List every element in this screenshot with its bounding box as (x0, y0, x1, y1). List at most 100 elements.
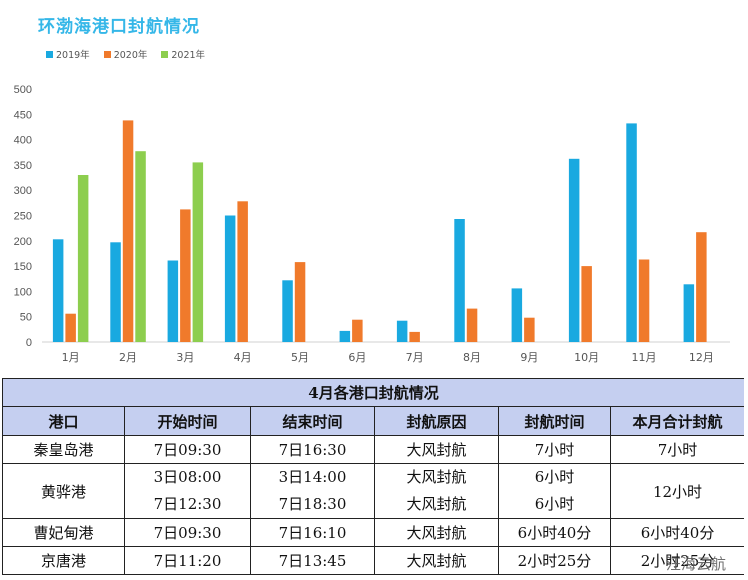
legend-label-2019: 2019年 (56, 50, 90, 61)
cell-reason: 大风封航 (374, 546, 499, 575)
cell-port: 京唐港 (2, 546, 125, 575)
x-tick-label: 6月 (348, 351, 366, 364)
bar-2020年-11月 (638, 259, 650, 342)
y-tick-label: 250 (14, 211, 32, 223)
header-end-time: 结束时间 (250, 406, 375, 436)
table-row: 京唐港 7日11:20 7日13:45 大风封航 2小时25分 2小时25分 (2, 546, 744, 575)
bar-2020年-6月 (352, 319, 363, 342)
chart-title: 环渤海港口封航情况 (38, 17, 200, 37)
header-reason: 封航原因 (374, 406, 499, 436)
cell-reason: 大风封航 (406, 495, 467, 513)
bar-2020年-5月 (294, 262, 306, 342)
cell-end: 7日18:30 (278, 495, 347, 513)
bar-2019年-9月 (511, 288, 523, 342)
x-tick-label: 12月 (689, 351, 714, 364)
x-tick-label: 2月 (119, 351, 137, 364)
cell-port: 黄骅港 (2, 463, 125, 519)
y-tick-label: 400 (14, 135, 32, 147)
bar-2020年-3月 (180, 209, 191, 342)
x-tick-label: 5月 (291, 351, 309, 364)
cell-reason: 大风封航 (374, 518, 499, 547)
cell-port: 曹妃甸港 (2, 518, 125, 547)
bar-2019年-7月 (396, 320, 408, 342)
bar-2020年-12月 (696, 232, 707, 342)
bar-2019年-11月 (626, 123, 637, 343)
cell-end: 7日16:10 (250, 518, 375, 547)
x-tick-label: 9月 (520, 351, 538, 364)
y-tick-label: 100 (14, 286, 32, 298)
cell-total: 12小时 (609, 463, 744, 519)
cell-duration: 6小时 (534, 495, 575, 513)
cell-reason: 大风封航 (406, 468, 467, 486)
table-row: 秦皇岛港 7日09:30 7日16:30 大风封航 7小时 7小时 (2, 435, 744, 464)
cell-reason: 大风封航 (374, 435, 499, 464)
bar-2021年-2月 (135, 151, 146, 342)
watermark-logo: 汪海云航 (665, 555, 726, 573)
y-tick-label: 350 (14, 160, 32, 172)
cell-start-group: 3日08:00 7日12:30 (124, 463, 251, 519)
x-tick-label: 10月 (574, 351, 599, 364)
legend-label-2020: 2020年 (113, 50, 148, 61)
table-header-row: 港口 开始时间 结束时间 封航原因 封航时间 本月合计封航 (2, 406, 744, 436)
bar-2019年-3月 (167, 260, 179, 342)
legend-item-2019: 2019年 (46, 47, 90, 61)
y-tick-label: 500 (14, 84, 32, 96)
bar-2020年-1月 (65, 313, 76, 342)
cell-end: 7日16:30 (250, 435, 375, 464)
bar-2019年-2月 (110, 242, 121, 342)
bar-2020年-2月 (122, 120, 134, 343)
bar-2020年-8月 (466, 308, 478, 342)
cell-end-group: 3日14:00 7日18:30 (250, 463, 375, 519)
y-tick-label: 200 (14, 236, 32, 248)
bar-2019年-6月 (339, 330, 351, 342)
cell-reason-group: 大风封航 大风封航 (374, 463, 499, 519)
header-port: 港口 (2, 406, 125, 436)
port-closure-table-container: 4月各港口封航情况 港口 开始时间 结束时间 封航原因 封航时间 本月合计封航 … (2, 378, 744, 580)
bar-2019年-1月 (52, 239, 64, 342)
bar-2021年-1月 (77, 175, 89, 342)
port-closure-table: 4月各港口封航情况 港口 开始时间 结束时间 封航原因 封航时间 本月合计封航 … (2, 378, 744, 575)
header-duration: 封航时间 (498, 406, 611, 436)
bar-2019年-5月 (282, 280, 293, 342)
y-tick-label: 50 (20, 312, 32, 324)
cell-duration: 6小时40分 (498, 518, 611, 547)
cell-duration: 2小时25分 (498, 546, 611, 575)
legend-item-2021: 2021年 (161, 47, 205, 61)
header-monthly-total: 本月合计封航 (609, 406, 744, 436)
bar-2020年-9月 (524, 317, 535, 342)
cell-start: 7日09:30 (124, 518, 251, 547)
bar-2020年-4月 (237, 201, 248, 342)
y-tick-label: 0 (26, 337, 32, 349)
x-tick-label: 4月 (234, 351, 252, 364)
bar-2019年-10月 (568, 158, 580, 342)
cell-end: 7日13:45 (250, 546, 375, 575)
x-tick-label: 8月 (463, 351, 481, 364)
legend-swatch-2019 (46, 50, 53, 58)
legend-swatch-2021 (161, 50, 169, 58)
bar-2019年-8月 (454, 219, 465, 342)
cell-port: 秦皇岛港 (2, 435, 125, 464)
cell-start: 7日09:30 (124, 435, 251, 464)
table-row: 曹妃甸港 7日09:30 7日16:10 大风封航 6小时40分 6小时40分 (2, 518, 744, 547)
x-tick-label: 7月 (406, 351, 424, 364)
table-title: 4月各港口封航情况 (2, 378, 744, 407)
legend-label-2021: 2021年 (171, 50, 206, 61)
table-row: 黄骅港 3日08:00 7日12:30 3日14:00 7日18:30 大风封航… (2, 463, 744, 519)
y-tick-label: 150 (14, 261, 32, 273)
chart-legend: 2019年 2020年 2021年 (46, 47, 205, 61)
cell-start: 3日08:00 (153, 468, 222, 486)
cell-total: 2小时25分 (609, 546, 744, 575)
bar-chart: 环渤海港口封航情况 2019年 2020年 2021年 500 450 400 350… (13, 17, 730, 364)
cell-end: 3日14:00 (278, 468, 347, 486)
legend-swatch-2020 (103, 50, 111, 58)
bar-2019年-12月 (683, 284, 695, 342)
cell-total: 7小时 (609, 435, 744, 464)
cell-total: 6小时40分 (609, 518, 744, 547)
bar-2020年-10月 (581, 266, 592, 342)
x-tick-label: 11月 (632, 351, 657, 364)
legend-item-2020: 2020年 (103, 47, 148, 61)
x-tick-label: 3月 (176, 351, 194, 364)
cell-duration: 7小时 (498, 435, 611, 464)
y-tick-label: 300 (14, 185, 32, 197)
